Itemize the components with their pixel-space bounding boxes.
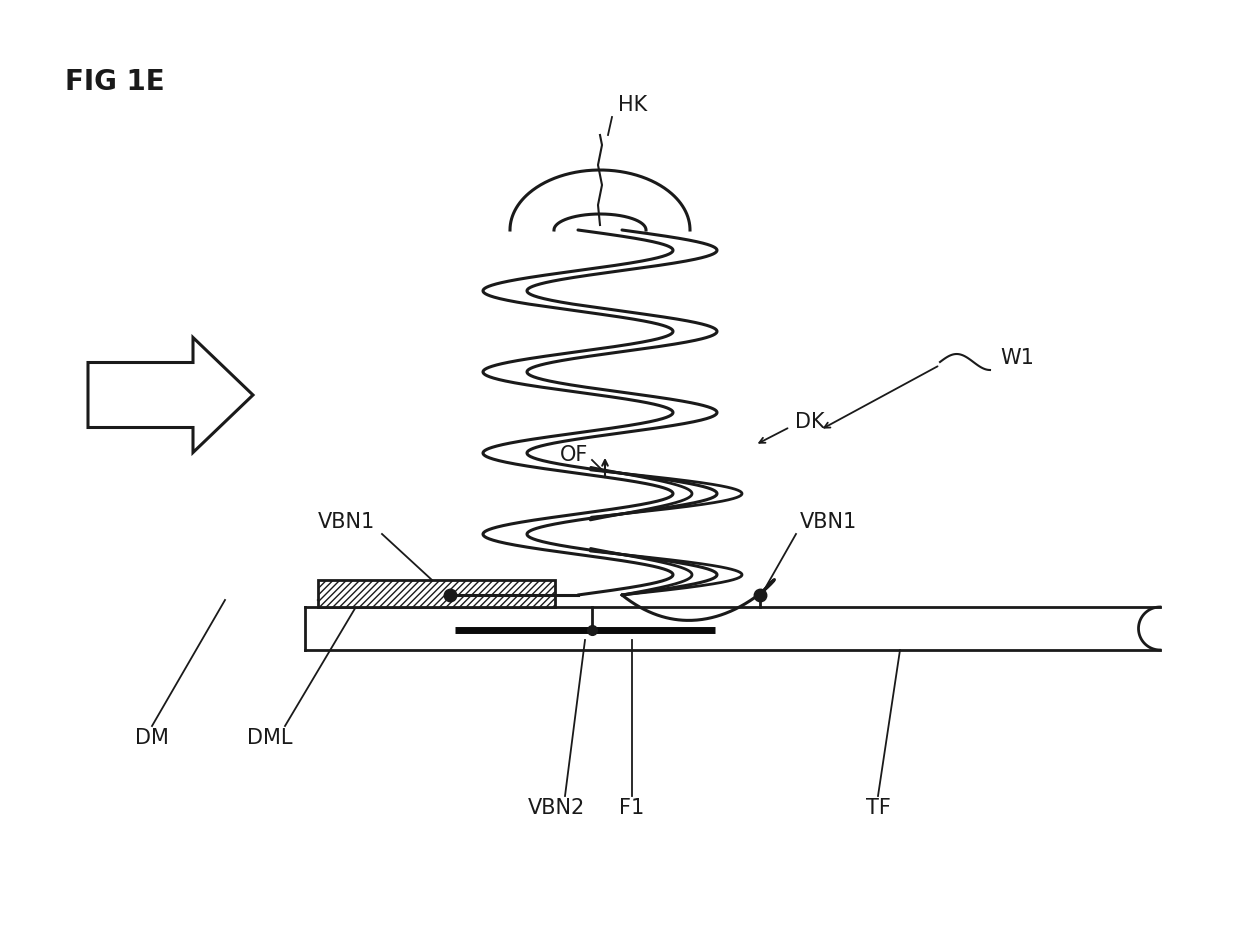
Text: VBN2: VBN2 — [527, 798, 584, 818]
Text: DML: DML — [247, 728, 293, 748]
Text: TF: TF — [866, 798, 890, 818]
Polygon shape — [88, 337, 253, 452]
Text: VBN1: VBN1 — [317, 512, 374, 532]
Text: VBN1: VBN1 — [800, 512, 857, 532]
Text: FIG 1E: FIG 1E — [64, 68, 165, 96]
Text: DK: DK — [795, 412, 825, 432]
Text: HK: HK — [618, 95, 647, 115]
Bar — [317, 580, 556, 607]
Bar — [317, 580, 556, 607]
Text: W1: W1 — [999, 348, 1034, 368]
Text: F1: F1 — [619, 798, 645, 818]
Text: DM: DM — [135, 728, 169, 748]
Text: OF: OF — [559, 445, 588, 465]
